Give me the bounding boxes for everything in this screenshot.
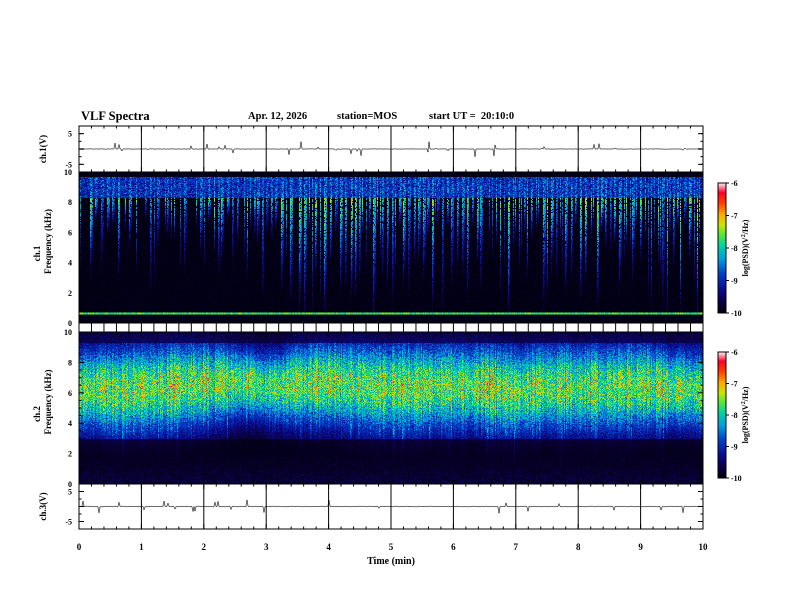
- svg-text:6: 6: [451, 542, 456, 552]
- svg-text:1: 1: [139, 542, 144, 552]
- svg-text:-8: -8: [731, 411, 738, 420]
- svg-text:-8: -8: [731, 244, 738, 253]
- svg-text:-7: -7: [731, 380, 738, 389]
- svg-text:-6: -6: [731, 348, 738, 357]
- svg-text:-10: -10: [731, 309, 742, 318]
- svg-text:-7: -7: [731, 212, 738, 221]
- svg-text:0: 0: [68, 319, 72, 328]
- svg-text:10: 10: [64, 168, 72, 177]
- svg-text:6: 6: [68, 228, 72, 237]
- svg-text:log(PSD)(V2/Hz): log(PSD)(V2/Hz): [741, 219, 750, 276]
- svg-text:3: 3: [264, 542, 269, 552]
- svg-text:ch.1(V): ch.1(V): [38, 135, 48, 163]
- svg-text:10: 10: [699, 542, 709, 552]
- svg-text:2: 2: [68, 289, 72, 298]
- svg-text:4: 4: [68, 419, 72, 428]
- svg-text:Time (min): Time (min): [367, 556, 415, 567]
- svg-text:4: 4: [326, 542, 331, 552]
- svg-text:ch.1Frequency (kHz): ch.1Frequency (kHz): [32, 209, 53, 274]
- svg-text:5: 5: [68, 130, 72, 139]
- svg-text:10: 10: [64, 328, 72, 337]
- svg-text:5: 5: [389, 542, 394, 552]
- svg-text:log(PSD)(V2/Hz): log(PSD)(V2/Hz): [741, 386, 750, 443]
- svg-text:6: 6: [68, 389, 72, 398]
- svg-text:8: 8: [576, 542, 581, 552]
- svg-text:-9: -9: [731, 443, 738, 452]
- svg-text:4: 4: [68, 259, 72, 268]
- svg-text:-9: -9: [731, 277, 738, 286]
- svg-text:ch.2Frequency (kHz): ch.2Frequency (kHz): [32, 369, 53, 434]
- svg-text:8: 8: [68, 358, 72, 367]
- svg-text:0: 0: [68, 480, 72, 489]
- svg-text:ch.3(V): ch.3(V): [38, 492, 48, 520]
- svg-text:8: 8: [68, 198, 72, 207]
- svg-text:7: 7: [514, 542, 519, 552]
- svg-text:0: 0: [77, 542, 82, 552]
- svg-text:-5: -5: [65, 518, 72, 527]
- svg-text:2: 2: [68, 450, 72, 459]
- svg-text:9: 9: [638, 542, 643, 552]
- svg-text:2: 2: [202, 542, 207, 552]
- svg-text:-6: -6: [731, 179, 738, 188]
- svg-text:-10: -10: [731, 474, 742, 483]
